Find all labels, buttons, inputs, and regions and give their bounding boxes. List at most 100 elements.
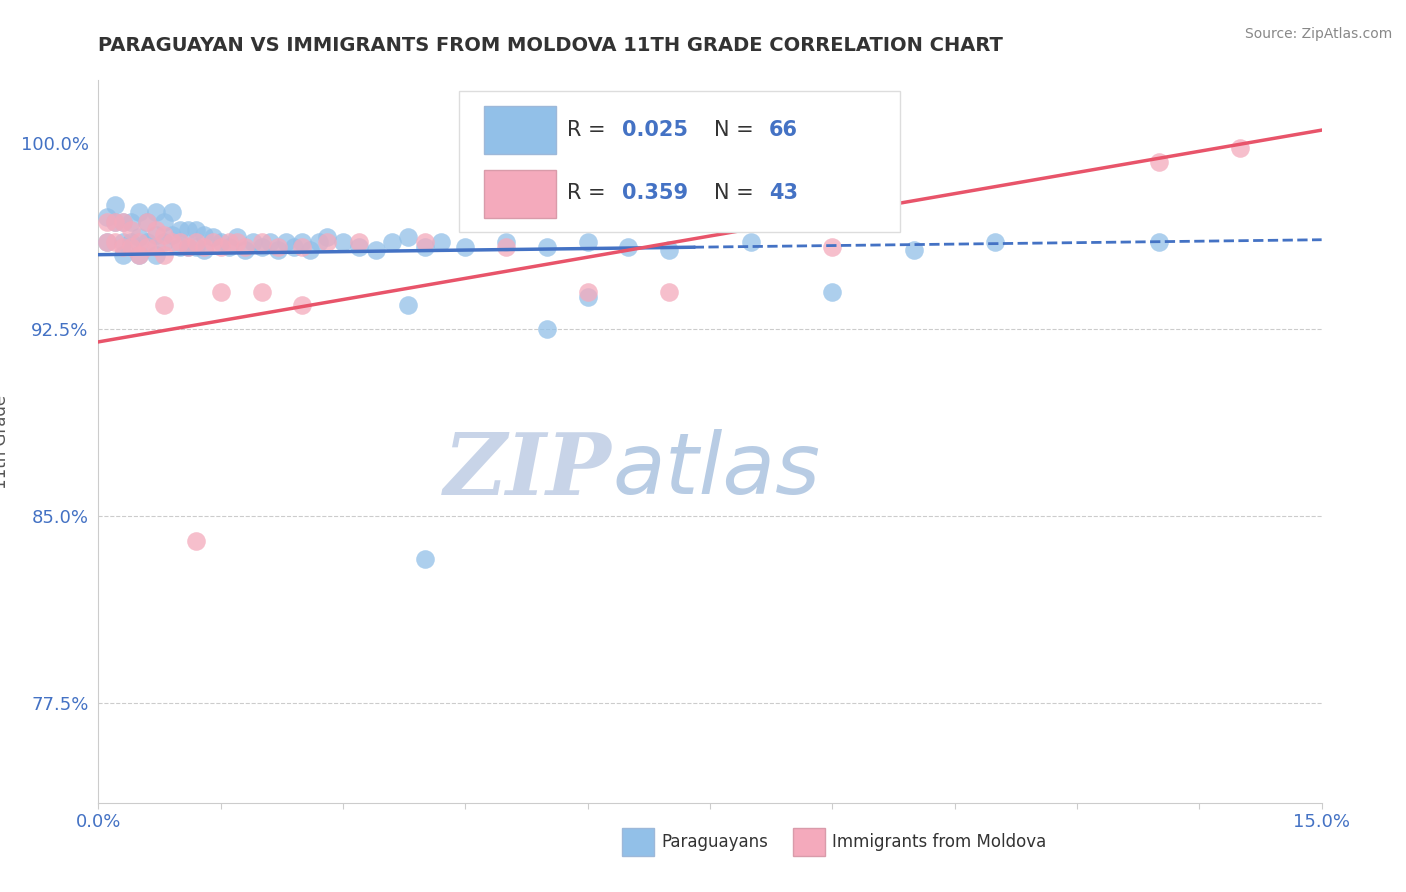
Point (291, 240, 314, 254)
Point (903, 243, 925, 257)
Point (104, 198, 127, 212)
Point (96, 211, 118, 225)
Point (495, 235, 517, 250)
Point (250, 285, 273, 299)
FancyBboxPatch shape (621, 828, 654, 856)
Point (332, 235, 354, 250)
Point (152, 215, 174, 229)
Point (226, 235, 249, 250)
Point (381, 235, 404, 250)
Point (821, 285, 844, 299)
Text: atlas: atlas (612, 429, 820, 512)
Point (396, 297, 419, 311)
Text: ZIP: ZIP (444, 429, 612, 512)
Point (259, 235, 281, 250)
Point (984, 235, 1007, 250)
Point (104, 215, 127, 229)
Point (242, 235, 264, 250)
Point (349, 240, 371, 254)
FancyBboxPatch shape (793, 828, 825, 856)
Point (283, 240, 305, 254)
Point (128, 248, 150, 262)
Point (209, 285, 232, 299)
Point (104, 215, 127, 229)
Point (193, 227, 215, 242)
Point (152, 297, 174, 311)
Point (274, 235, 297, 250)
Point (218, 235, 240, 250)
Point (186, 534, 208, 549)
Text: N =: N = (714, 183, 761, 203)
Point (160, 227, 183, 242)
FancyBboxPatch shape (484, 106, 555, 154)
Point (186, 240, 208, 254)
Point (136, 240, 159, 254)
Point (145, 227, 167, 242)
Point (186, 235, 208, 250)
Point (233, 240, 256, 254)
Point (145, 240, 167, 254)
Point (658, 285, 681, 299)
Text: 0.359: 0.359 (621, 183, 688, 203)
Text: 43: 43 (769, 183, 797, 203)
Point (96, 215, 118, 229)
Text: 0.025: 0.025 (621, 120, 688, 140)
Point (128, 248, 150, 262)
Point (152, 248, 174, 262)
Point (104, 235, 127, 250)
Point (111, 248, 134, 262)
Point (193, 240, 215, 254)
Point (413, 235, 436, 250)
Point (1229, 140, 1251, 154)
FancyBboxPatch shape (484, 169, 555, 218)
Point (152, 227, 174, 242)
Point (145, 205, 167, 219)
Point (145, 223, 167, 237)
Point (233, 243, 256, 257)
Point (169, 223, 191, 237)
Point (250, 235, 273, 250)
Text: R =: R = (567, 183, 612, 203)
Point (177, 240, 200, 254)
Point (193, 243, 215, 257)
Point (209, 235, 232, 250)
Point (536, 240, 558, 254)
Point (136, 215, 159, 229)
Point (396, 230, 419, 244)
Text: N =: N = (714, 120, 761, 140)
Point (308, 235, 330, 250)
Point (128, 235, 150, 250)
Point (250, 240, 273, 254)
Point (177, 223, 200, 237)
Point (267, 240, 290, 254)
Point (291, 297, 314, 311)
Point (209, 240, 232, 254)
Point (315, 235, 337, 250)
Point (364, 243, 387, 257)
Point (169, 235, 191, 250)
Point (152, 235, 174, 250)
Point (128, 230, 150, 244)
Point (413, 240, 436, 254)
Point (267, 243, 290, 257)
Point (291, 235, 314, 250)
Point (128, 205, 150, 219)
Point (349, 235, 371, 250)
Text: PARAGUAYAN VS IMMIGRANTS FROM MOLDOVA 11TH GRADE CORRELATION CHART: PARAGUAYAN VS IMMIGRANTS FROM MOLDOVA 11… (98, 36, 1004, 54)
Point (160, 235, 183, 250)
Point (617, 240, 640, 254)
Point (169, 240, 191, 254)
Point (111, 240, 134, 254)
FancyBboxPatch shape (460, 91, 900, 232)
Point (145, 248, 167, 262)
Point (576, 235, 599, 250)
Point (111, 235, 134, 250)
Point (576, 285, 599, 299)
Point (136, 215, 159, 229)
Point (740, 235, 762, 250)
Text: R =: R = (567, 120, 612, 140)
Point (120, 215, 142, 229)
Point (658, 243, 681, 257)
Point (120, 240, 142, 254)
Point (201, 235, 224, 250)
